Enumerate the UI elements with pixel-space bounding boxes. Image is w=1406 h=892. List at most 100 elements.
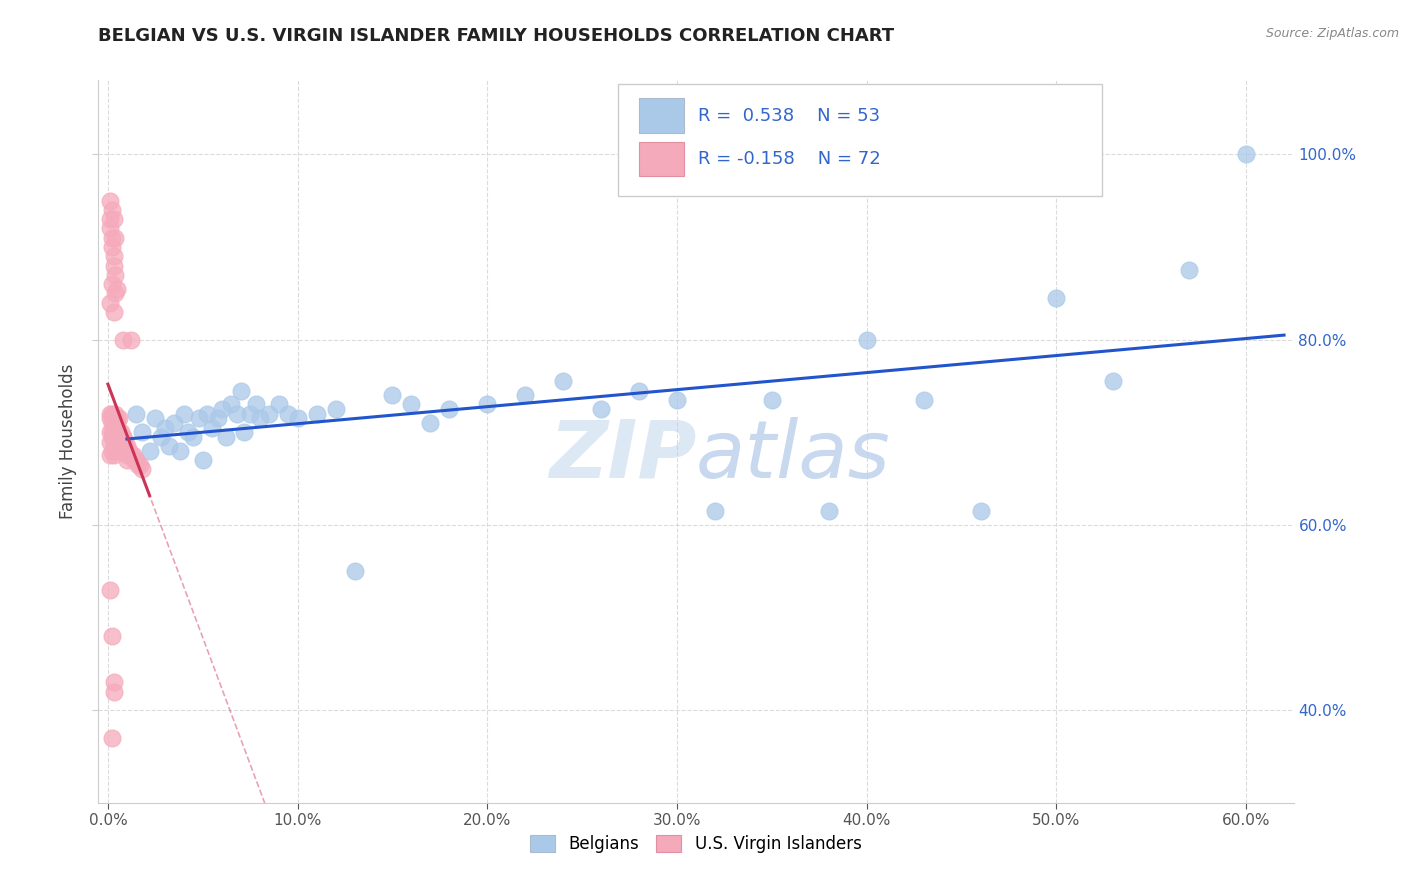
Point	[401, 397, 423, 411]
Point	[817, 504, 839, 518]
Text: ZIP: ZIP	[548, 417, 696, 495]
Point	[121, 449, 143, 463]
Point	[381, 388, 404, 402]
Point	[143, 411, 166, 425]
Point	[108, 425, 131, 440]
Text: BELGIAN VS U.S. VIRGIN ISLANDER FAMILY HOUSEHOLDS CORRELATION CHART: BELGIAN VS U.S. VIRGIN ISLANDER FAMILY H…	[98, 27, 894, 45]
Point	[105, 425, 128, 440]
FancyBboxPatch shape	[619, 84, 1102, 196]
Point	[225, 407, 247, 421]
Point	[173, 407, 195, 421]
Point	[105, 411, 128, 425]
Point	[131, 425, 153, 440]
Point	[104, 430, 127, 444]
Point	[110, 430, 132, 444]
Point	[969, 504, 991, 518]
Point	[112, 439, 135, 453]
Text: R = -0.158    N = 72: R = -0.158 N = 72	[699, 150, 882, 168]
Point	[98, 411, 121, 425]
Point	[100, 629, 122, 643]
Point	[104, 411, 127, 425]
Point	[157, 439, 180, 453]
Point	[176, 425, 198, 440]
Point	[98, 434, 121, 449]
Point	[118, 443, 141, 458]
Point	[761, 392, 783, 407]
Point	[1178, 263, 1201, 277]
Legend: Belgians, U.S. Virgin Islanders: Belgians, U.S. Virgin Islanders	[524, 828, 868, 860]
Point	[233, 425, 256, 440]
Bar	[638, 142, 685, 177]
Point	[125, 453, 148, 467]
Bar	[638, 98, 685, 133]
Point	[912, 392, 935, 407]
Point	[104, 443, 127, 458]
Point	[553, 375, 575, 389]
Point	[98, 194, 121, 208]
Point	[150, 430, 173, 444]
Point	[114, 443, 136, 458]
Point	[127, 458, 149, 472]
Point	[201, 420, 224, 434]
Point	[100, 731, 122, 745]
Point	[100, 277, 122, 291]
Point	[98, 295, 121, 310]
Point	[100, 425, 122, 440]
Point	[105, 430, 128, 444]
Point	[191, 453, 214, 467]
Point	[115, 439, 138, 453]
Point	[120, 333, 142, 347]
Point	[104, 231, 127, 245]
Point	[515, 388, 537, 402]
Point	[110, 439, 132, 453]
Point	[100, 443, 122, 458]
Point	[703, 504, 725, 518]
Point	[591, 402, 613, 417]
Point	[103, 449, 125, 463]
Point	[103, 411, 125, 425]
Point	[108, 439, 131, 453]
Point	[239, 407, 262, 421]
Point	[138, 443, 160, 458]
Text: atlas: atlas	[696, 417, 891, 495]
Point	[1234, 147, 1257, 161]
Point	[103, 425, 125, 440]
Point	[131, 462, 153, 476]
Point	[129, 458, 152, 472]
Point	[477, 397, 499, 411]
Point	[257, 407, 280, 421]
Point	[103, 212, 125, 227]
Point	[110, 425, 132, 440]
Point	[98, 582, 121, 597]
Point	[100, 202, 122, 217]
Y-axis label: Family Households: Family Households	[59, 364, 77, 519]
Point	[98, 212, 121, 227]
Point	[114, 439, 136, 453]
Point	[287, 411, 309, 425]
Point	[115, 453, 138, 467]
Point	[104, 425, 127, 440]
Point	[855, 333, 877, 347]
Point	[98, 425, 121, 440]
Point	[120, 449, 142, 463]
Point	[112, 333, 135, 347]
Point	[98, 221, 121, 235]
Point	[100, 231, 122, 245]
Point	[325, 402, 347, 417]
Point	[249, 411, 271, 425]
Point	[195, 407, 218, 421]
Point	[100, 430, 122, 444]
Point	[211, 402, 233, 417]
Point	[104, 286, 127, 301]
Point	[214, 430, 236, 444]
Point	[114, 434, 136, 449]
Point	[419, 416, 441, 430]
Point	[100, 240, 122, 254]
Point	[169, 443, 191, 458]
Point	[100, 416, 122, 430]
Point	[103, 425, 125, 440]
Point	[98, 407, 121, 421]
Point	[207, 411, 229, 425]
Point	[245, 397, 267, 411]
Point	[219, 397, 242, 411]
